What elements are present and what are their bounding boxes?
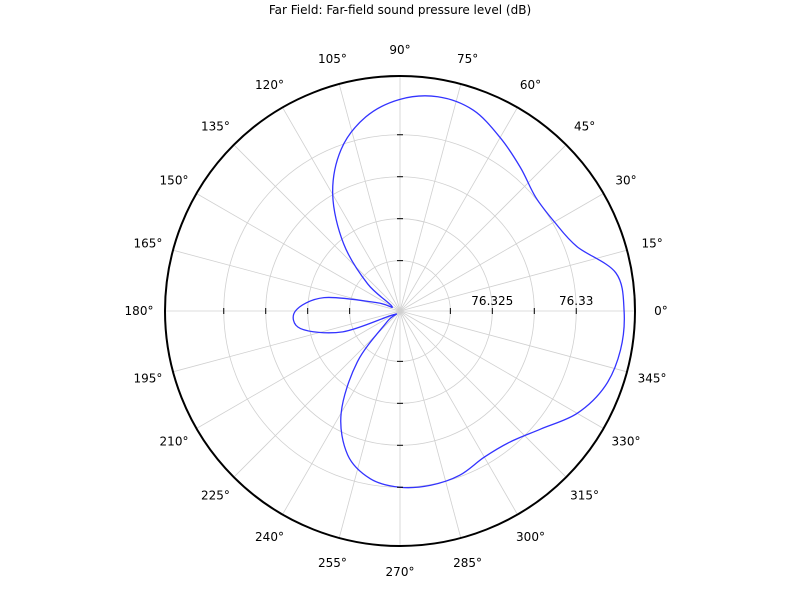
angle-tick-label: 315° <box>570 489 599 503</box>
series-layer <box>292 95 625 489</box>
grid-spoke <box>338 310 401 539</box>
radial-tick-label: 76.33 <box>559 294 593 308</box>
radial-labels: 76.325 76.33 <box>471 294 593 308</box>
grid-spoke <box>196 310 401 429</box>
grid-spoke <box>196 193 401 312</box>
grid-spoke <box>399 144 567 312</box>
angle-tick-label: 75° <box>457 52 478 66</box>
angle-tick-label: 135° <box>201 119 230 133</box>
grid-spoke <box>338 83 401 312</box>
grid-spoke <box>282 107 401 312</box>
grid-spoke <box>399 310 518 515</box>
grid-spoke <box>399 249 628 312</box>
angle-tick-label: 330° <box>612 435 641 449</box>
grid-spoke <box>399 310 628 373</box>
angle-tick-label: 180° <box>125 304 154 318</box>
grid-spoke <box>399 83 462 312</box>
series-line <box>292 95 625 489</box>
angle-tick-label: 60° <box>520 78 541 92</box>
angle-tick-label: 300° <box>516 530 545 544</box>
angle-tick-label: 255° <box>318 556 347 570</box>
angle-tick-label: 120° <box>255 78 284 92</box>
grid-spoke <box>399 310 604 429</box>
angle-tick-label: 165° <box>133 236 162 250</box>
angle-labels: 0° 15° 30° 45° 60° 75° 90° 105° 120° 135° 150° 165°… <box>125 43 668 579</box>
angle-tick-label: 195° <box>133 372 162 386</box>
angle-tick-label: 105° <box>318 52 347 66</box>
angle-tick-label: 30° <box>615 174 636 188</box>
angle-tick-label: 225° <box>201 489 230 503</box>
angle-tick-label: 15° <box>641 236 662 250</box>
angle-tick-label: 240° <box>255 530 284 544</box>
grid-spoke <box>233 144 401 312</box>
angle-tick-label: 45° <box>574 119 595 133</box>
angle-tick-label: 150° <box>160 174 189 188</box>
grid-spoke <box>172 310 401 373</box>
grid-spoke <box>233 310 401 478</box>
grid-spoke <box>399 107 518 312</box>
angle-tick-label: 270° <box>386 565 415 579</box>
angle-tick-label: 210° <box>160 435 189 449</box>
angle-tick-label: 345° <box>638 372 667 386</box>
angle-tick-label: 0° <box>654 304 668 318</box>
radial-ticks <box>164 75 636 547</box>
grid-spoke <box>399 310 462 539</box>
radial-tick-label: 76.325 <box>471 294 513 308</box>
chart-title: Far Field: Far-field sound pressure leve… <box>269 3 531 17</box>
angle-tick-label: 90° <box>389 43 410 57</box>
grid-spoke <box>399 193 604 312</box>
polar-grid <box>164 75 636 547</box>
angle-tick-label: 285° <box>453 556 482 570</box>
grid-spoke <box>399 310 567 478</box>
